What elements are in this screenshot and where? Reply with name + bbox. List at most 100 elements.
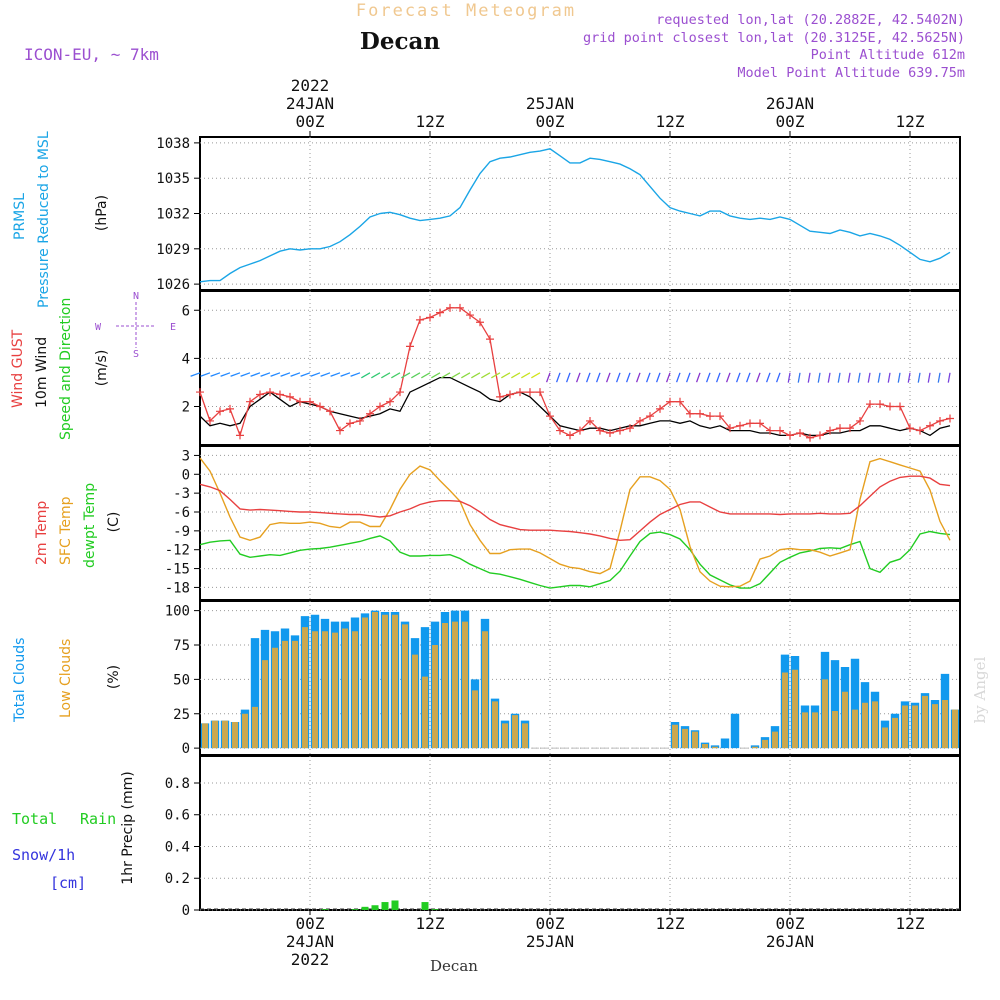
low-cloud-bar [842, 691, 848, 749]
gust-marker [486, 335, 494, 344]
rain-bar [351, 909, 359, 910]
wind-arrow [545, 372, 551, 383]
wind-arrow [857, 372, 861, 383]
compass-w: W [95, 322, 102, 333]
gust-marker [796, 428, 804, 437]
wind-arrow [280, 372, 291, 377]
point-altitude: Point Altitude 612m [811, 47, 965, 63]
gust-marker [196, 388, 204, 397]
gust-marker [556, 426, 564, 435]
wind-ytick-label: 4 [182, 351, 190, 367]
wind-arrow [907, 372, 911, 383]
compass-n: N [133, 291, 139, 302]
precip-ytick-label: 0.2 [165, 871, 190, 887]
gust-marker [596, 426, 604, 435]
model-label: ICON-EU, ~ 7km [24, 45, 159, 64]
low-cloud-bar [802, 712, 808, 749]
wind-arrow [451, 372, 461, 379]
low-cloud-bar [362, 617, 368, 749]
wind-panel: 2 4 6 [182, 290, 961, 446]
total-clouds-label: Total Clouds [12, 638, 28, 723]
gust-marker [746, 419, 754, 428]
gust-marker [856, 416, 864, 425]
gust-marker [876, 400, 884, 409]
rain-bar [421, 902, 429, 910]
gust-marker [886, 402, 894, 411]
sfc-temp-line [199, 457, 951, 588]
gust-marker [906, 424, 914, 433]
low-cloud-bar [892, 717, 898, 749]
time-top-label: 00Z [536, 112, 565, 131]
compass-e: E [170, 322, 176, 333]
clouds-panel: 0 25 50 75 100 [165, 600, 961, 757]
gust-marker [766, 426, 774, 435]
gust-marker [536, 388, 544, 397]
total-cloud-bar [250, 638, 260, 749]
wind-arrow [441, 372, 451, 379]
low-cloud-bar [862, 702, 868, 749]
low-cloud-bar [332, 632, 338, 749]
total-cloud-bar [850, 658, 860, 749]
time-bottom-label: 12Z [656, 914, 685, 933]
rain-label: Rain [80, 810, 116, 828]
compass-s: S [133, 349, 139, 360]
wind-arrow [511, 372, 521, 379]
gust-marker [926, 421, 934, 430]
pressure-ytick-label: 1038 [156, 136, 190, 152]
gust-marker [436, 308, 444, 317]
wind-arrow [461, 372, 471, 379]
wind-arrow [401, 372, 411, 379]
low-cloud-bar [512, 715, 518, 749]
wind-arrow [230, 372, 241, 377]
clouds-ytick-label: 50 [173, 672, 190, 688]
precip-panel: 0 0.2 0.4 0.6 0.8 [165, 755, 961, 919]
rain-bar [391, 900, 399, 910]
low-cloud-bar [322, 631, 328, 749]
dewpt-line [199, 530, 951, 589]
low-cloud-bar [822, 679, 828, 749]
gust-marker [296, 397, 304, 406]
clouds-ytick-label: 75 [173, 638, 190, 654]
gust-marker [326, 407, 334, 416]
wind-arrow [565, 372, 571, 383]
wind-arrow [310, 372, 321, 377]
time-top-label: 12Z [656, 112, 685, 131]
gust-marker [736, 421, 744, 430]
wind-arrow [645, 372, 651, 383]
gust-marker [266, 388, 274, 397]
low-cloud-bar [772, 731, 778, 749]
low-cloud-bar [682, 728, 688, 749]
low-cloud-bar [402, 624, 408, 749]
wind-arrow [491, 372, 501, 379]
wind-arrow [625, 372, 631, 383]
pressure-unit: (hPa) [94, 195, 110, 231]
footer-location: Decan [430, 957, 478, 975]
wind-arrow [501, 372, 511, 379]
time-top-label: 00Z [296, 112, 325, 131]
low-cloud-bar [292, 640, 298, 749]
gust-marker [366, 409, 374, 418]
gust-marker [216, 407, 224, 416]
precip-frame [199, 755, 961, 911]
gust-marker [716, 412, 724, 421]
location-title: Decan [360, 28, 440, 55]
gust-marker [816, 431, 824, 440]
wind-arrow [260, 372, 271, 377]
time-top-label: 26JAN [766, 94, 814, 113]
compass-rose: N S W E [95, 291, 176, 360]
gust-marker [496, 392, 504, 401]
total-label: Total [12, 810, 57, 828]
gust-marker [576, 426, 584, 435]
wind-arrow [471, 372, 481, 379]
low-cloud-bar [232, 722, 238, 749]
wind-arrow [887, 372, 891, 383]
grid-coords: grid point closest lon,lat (20.3125E, 42… [583, 30, 965, 46]
low-cloud-bar [762, 739, 768, 749]
wind-arrow [927, 372, 931, 383]
snow-label: Snow/1h [12, 846, 75, 864]
wind-arrow [210, 372, 221, 377]
wind-arrow [411, 372, 421, 379]
